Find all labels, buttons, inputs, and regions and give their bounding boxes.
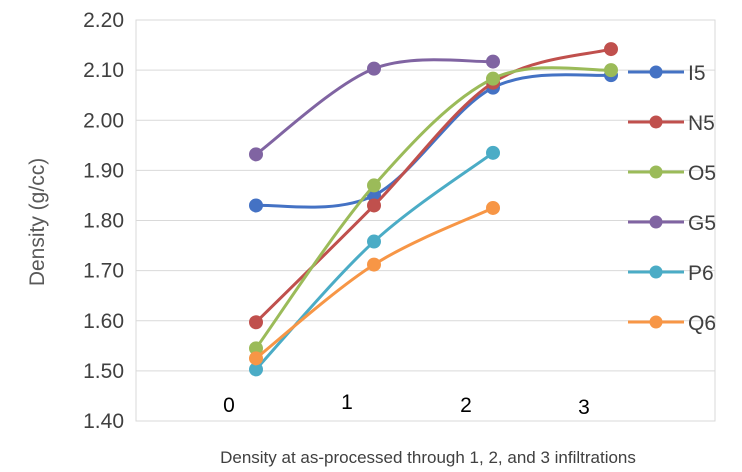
series-p6 xyxy=(249,145,500,377)
data-point xyxy=(486,71,500,86)
series-line-q6 xyxy=(255,206,494,360)
legend-entry-q6: Q6 xyxy=(628,312,716,335)
y-tick-label: 1.50 xyxy=(83,360,124,383)
series-n5 xyxy=(249,42,618,330)
y-axis-tick-labels: 1.40 1.50 1.60 1.70 1.80 1.90 2.00 2.10 2.20 xyxy=(83,9,124,433)
legend-entry-o5: O5 xyxy=(628,162,716,185)
gridlines xyxy=(135,19,716,422)
data-point xyxy=(604,42,618,57)
legend-marker xyxy=(649,265,663,279)
x-tick-label: 2 xyxy=(460,394,472,417)
x-tick-label: 3 xyxy=(578,396,590,419)
series-line-o5 xyxy=(254,66,612,350)
y-tick-label: 1.60 xyxy=(83,310,124,333)
y-tick-label: 2.20 xyxy=(83,9,124,32)
legend-marker xyxy=(649,215,663,229)
legend-label: P6 xyxy=(688,262,714,285)
series-i5 xyxy=(249,68,618,213)
legend-marker xyxy=(649,315,663,329)
x-axis-title: Density at as-processed through 1, 2, an… xyxy=(220,448,636,467)
x-tick-label: 0 xyxy=(223,394,235,417)
data-point xyxy=(249,147,263,162)
legend-marker xyxy=(649,115,663,129)
y-tick-label: 2.00 xyxy=(83,109,124,132)
series-o5 xyxy=(249,63,618,356)
data-point xyxy=(249,351,263,366)
data-point xyxy=(367,178,381,193)
y-tick-label: 1.90 xyxy=(83,159,124,182)
data-point xyxy=(367,61,381,76)
data-point xyxy=(367,198,381,213)
legend-label: Q6 xyxy=(688,312,716,335)
series-line-n5 xyxy=(254,47,612,324)
y-tick-label: 1.40 xyxy=(83,410,124,433)
y-axis-title: Density (g/cc) xyxy=(26,158,49,286)
data-point xyxy=(249,198,263,213)
legend-label: I5 xyxy=(688,62,706,85)
data-point xyxy=(486,145,500,160)
legend: I5 N5 O5 G5 P6 Q6 xyxy=(628,62,716,335)
legend-label: O5 xyxy=(688,162,716,185)
series-q6 xyxy=(249,200,500,366)
x-axis-tick-labels: 0 1 2 3 xyxy=(223,391,590,419)
legend-entry-i5: I5 xyxy=(628,62,706,85)
x-tick-label: 1 xyxy=(341,391,353,414)
legend-label: G5 xyxy=(688,212,716,235)
series-lines xyxy=(249,42,618,377)
y-tick-label: 1.80 xyxy=(83,210,124,233)
legend-entry-p6: P6 xyxy=(628,262,714,285)
legend-entry-n5: N5 xyxy=(628,112,715,135)
data-point xyxy=(367,234,381,249)
data-point xyxy=(486,200,500,215)
legend-marker xyxy=(649,65,663,79)
legend-label: N5 xyxy=(688,112,715,135)
legend-marker xyxy=(649,165,663,179)
data-point xyxy=(249,315,263,330)
data-point xyxy=(367,257,381,272)
data-point xyxy=(604,63,618,78)
series-line-i5 xyxy=(255,73,612,209)
series-g5 xyxy=(249,54,500,162)
y-tick-label: 2.10 xyxy=(83,59,124,82)
data-point xyxy=(486,54,500,69)
legend-entry-g5: G5 xyxy=(628,212,716,235)
y-tick-label: 1.70 xyxy=(83,260,124,283)
